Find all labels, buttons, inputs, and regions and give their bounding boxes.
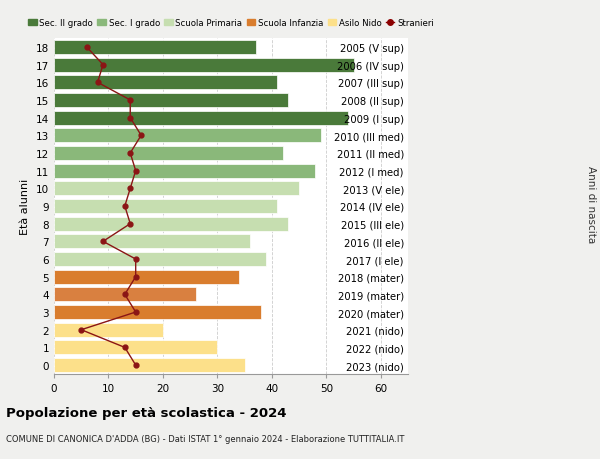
Bar: [54, 112, 348, 125]
Bar: [54, 306, 261, 319]
Text: Anni di nascita: Anni di nascita: [586, 166, 596, 243]
Bar: [54, 76, 277, 90]
Bar: [54, 341, 217, 354]
Bar: [54, 358, 245, 372]
Y-axis label: Età alunni: Età alunni: [20, 179, 31, 235]
Bar: [54, 217, 288, 231]
Bar: [54, 323, 163, 337]
Bar: [54, 200, 277, 213]
Bar: [54, 41, 256, 55]
Bar: [54, 252, 266, 266]
Bar: [54, 129, 321, 143]
Legend: Sec. II grado, Sec. I grado, Scuola Primaria, Scuola Infanzia, Asilo Nido, Stran: Sec. II grado, Sec. I grado, Scuola Prim…: [28, 19, 434, 28]
Bar: [54, 270, 239, 284]
Bar: [54, 288, 196, 302]
Bar: [54, 235, 250, 249]
Text: Popolazione per età scolastica - 2024: Popolazione per età scolastica - 2024: [6, 406, 287, 419]
Bar: [54, 182, 299, 196]
Bar: [54, 147, 283, 161]
Bar: [54, 59, 353, 73]
Bar: [54, 164, 316, 178]
Text: COMUNE DI CANONICA D'ADDA (BG) - Dati ISTAT 1° gennaio 2024 - Elaborazione TUTTI: COMUNE DI CANONICA D'ADDA (BG) - Dati IS…: [6, 434, 404, 443]
Bar: [54, 94, 288, 107]
